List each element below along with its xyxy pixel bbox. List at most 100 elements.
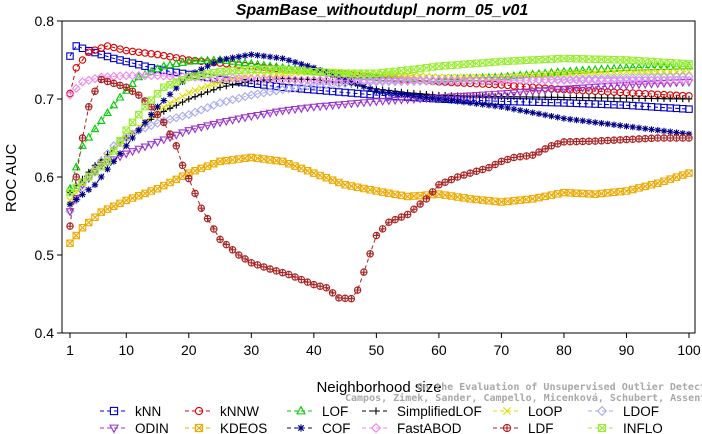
point-marker [315, 103, 325, 112]
x-tick-label: 90 [619, 342, 635, 358]
point-marker [327, 75, 338, 85]
point-marker [171, 58, 181, 68]
point-marker [128, 87, 137, 95]
legend-label: ODIN [135, 421, 169, 434]
point-marker [346, 100, 356, 109]
point-marker [334, 101, 344, 110]
point-marker [628, 62, 638, 71]
point-marker [315, 80, 325, 90]
point-marker [115, 92, 125, 101]
point-marker [529, 71, 537, 79]
point-marker [296, 75, 306, 85]
point-marker [185, 89, 193, 97]
point-marker [223, 55, 230, 63]
point-marker [604, 120, 611, 128]
point-marker [592, 119, 599, 126]
point-marker [296, 405, 306, 415]
point-marker [134, 70, 144, 81]
point-marker [434, 75, 444, 85]
point-marker [610, 188, 618, 197]
point-marker [221, 118, 231, 127]
point-marker [353, 99, 363, 108]
point-marker [540, 87, 550, 96]
legend-label: SimplifiedLOF [397, 404, 482, 419]
point-marker [540, 75, 550, 85]
legend-item-odin: ODIN [100, 421, 169, 434]
point-marker [629, 68, 637, 76]
point-marker [635, 68, 643, 76]
point-marker [309, 80, 319, 90]
point-marker [679, 130, 686, 137]
point-marker [141, 103, 149, 111]
point-marker [553, 140, 562, 148]
point-marker [197, 164, 206, 173]
point-marker [71, 195, 81, 205]
point-marker [297, 275, 306, 284]
point-marker [585, 118, 593, 125]
point-marker [98, 173, 105, 181]
point-marker [560, 115, 568, 122]
point-marker [465, 92, 475, 101]
point-marker [290, 75, 300, 85]
point-marker [370, 422, 382, 434]
point-marker [172, 96, 180, 104]
point-marker [572, 69, 581, 77]
point-marker [590, 75, 600, 85]
point-marker [573, 116, 580, 124]
point-marker [491, 102, 499, 110]
point-marker [85, 218, 93, 227]
point-marker [222, 156, 231, 165]
point-marker [334, 79, 344, 89]
legend-item-fastabod: FastABOD [362, 421, 462, 434]
y-tick-label: 0.5 [35, 247, 55, 263]
point-marker [685, 130, 693, 138]
point-marker [321, 102, 331, 111]
point-marker [371, 75, 381, 85]
point-marker [528, 75, 538, 85]
point-marker [277, 74, 288, 85]
point-marker [615, 73, 625, 83]
point-marker [322, 284, 331, 292]
point-marker [503, 75, 513, 85]
point-marker [653, 179, 662, 187]
point-marker [202, 102, 213, 113]
point-marker [116, 150, 124, 157]
point-marker [554, 114, 561, 121]
point-marker [598, 94, 605, 102]
point-marker [73, 196, 80, 203]
point-marker [260, 52, 268, 60]
point-marker [610, 121, 618, 128]
legend-item-loop: LoOP [493, 404, 563, 419]
point-marker [159, 71, 169, 81]
point-marker [166, 178, 174, 187]
point-marker [622, 81, 631, 90]
point-marker [96, 115, 106, 124]
point-marker [548, 112, 555, 120]
point-marker [548, 94, 555, 101]
point-marker [340, 75, 350, 85]
point-marker [384, 97, 394, 106]
point-marker [410, 72, 418, 80]
point-marker [410, 205, 418, 213]
point-marker [647, 62, 656, 71]
point-marker [671, 75, 682, 85]
point-marker [240, 114, 250, 123]
point-marker [265, 74, 275, 84]
point-marker [165, 60, 175, 69]
credit-line-2: On the Evaluation of Unsupervised Outlie… [417, 381, 702, 393]
point-marker [72, 64, 81, 72]
point-marker [435, 181, 443, 189]
point-marker [348, 78, 355, 86]
point-marker [90, 168, 100, 177]
point-marker [559, 85, 569, 94]
point-marker [621, 75, 632, 85]
point-marker [634, 62, 644, 71]
point-marker [253, 261, 262, 269]
point-marker [416, 200, 424, 208]
point-marker [121, 150, 131, 159]
point-marker [535, 110, 543, 118]
point-marker [352, 75, 363, 85]
point-marker [165, 71, 175, 81]
series-kdeos [66, 153, 693, 248]
